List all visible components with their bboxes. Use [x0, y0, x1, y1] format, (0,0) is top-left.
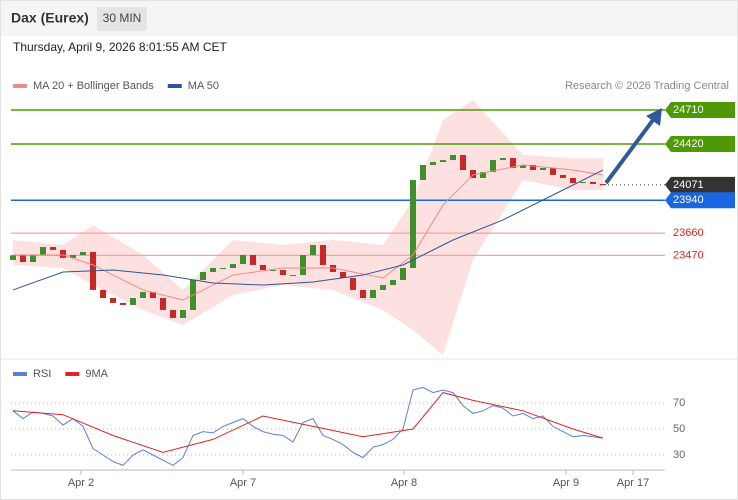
series-line: [12, 392, 604, 453]
price-level-box: [665, 192, 735, 209]
candle-body: [560, 174, 566, 178]
copyright: Research © 2026 Trading Central: [565, 80, 729, 92]
candle-body: [180, 309, 186, 318]
candle-body: [80, 251, 86, 256]
candle-body: [130, 298, 136, 305]
datetime: Thursday, April 9, 2026 8:01:55 AM CET: [13, 40, 228, 54]
legend-swatch: [65, 372, 80, 376]
price-level-label: 23660: [673, 227, 704, 239]
candle-body: [540, 168, 546, 171]
series-line: [13, 164, 604, 301]
candle-body: [600, 183, 606, 185]
candle-body: [410, 179, 416, 269]
candle-body: [40, 247, 46, 256]
candle-body: [160, 298, 166, 310]
candle-body: [570, 177, 576, 184]
price-level-box: [665, 102, 735, 119]
candle-body: [210, 268, 216, 273]
candle-body: [380, 285, 386, 290]
candle-body: [520, 164, 526, 169]
series-line: [12, 386, 604, 466]
price-level-label: 24420: [673, 138, 704, 150]
candle-body: [510, 158, 516, 169]
price-level-label: 24071: [673, 179, 704, 191]
candle-body: [10, 255, 16, 261]
candle-body: [450, 155, 456, 161]
candle-body: [120, 302, 126, 305]
candle-body: [250, 255, 256, 265]
candle-body: [400, 268, 406, 280]
legend-swatch: [13, 84, 27, 88]
candle-body: [550, 168, 556, 175]
legend-label: 9MA: [85, 368, 108, 380]
price-level-label: 24710: [673, 104, 704, 116]
candle-body: [460, 155, 466, 171]
x-tick-label: Apr 8: [391, 477, 417, 489]
price-level-box: [665, 176, 735, 193]
candle-body: [290, 275, 296, 277]
forecast-arrowhead: [646, 108, 662, 126]
candle-body: [310, 245, 316, 256]
x-tick-label: Apr 7: [230, 477, 256, 489]
price-panel: MA 20 + Bollinger Bands MA 50 Research © 2…: [10, 80, 735, 355]
instrument-title: Dax (Eurex): [11, 10, 89, 26]
timeframe-button[interactable]: [97, 7, 147, 31]
candle-body: [270, 270, 276, 272]
candle-body: [320, 245, 326, 265]
candle-body: [200, 272, 206, 280]
candle-body: [100, 289, 106, 299]
candle-body: [140, 292, 146, 299]
candle-body: [60, 249, 66, 258]
candle-body: [150, 292, 156, 299]
legend-label: MA 20 + Bollinger Bands: [33, 80, 154, 92]
candle-body: [530, 164, 536, 171]
price-level-label: 23940: [673, 194, 704, 206]
candle-body: [500, 158, 506, 161]
y-tick-label: 50: [673, 423, 685, 435]
series-line: [12, 169, 604, 291]
candle-body: [340, 272, 346, 278]
candle-body: [280, 270, 286, 276]
candle-body: [240, 255, 246, 265]
candle-body: [260, 264, 266, 271]
candle-body: [20, 255, 26, 263]
candle-body: [390, 279, 396, 286]
candle-body: [50, 247, 56, 250]
candle-body: [490, 160, 496, 173]
candle-body: [170, 309, 176, 318]
legend-swatch: [167, 84, 182, 88]
candle-body: [350, 277, 356, 290]
candle-body: [230, 264, 236, 269]
candle-body: [420, 164, 426, 180]
y-tick-label: 30: [673, 449, 685, 461]
candle-body: [480, 172, 486, 178]
legend-label: RSI: [33, 368, 51, 380]
candle-body: [590, 181, 596, 184]
price-level-box: [665, 135, 735, 152]
forecast-arrow: [604, 114, 658, 185]
bollinger-band: [13, 100, 603, 355]
rsi-panel: RSI 9MA 30 50 70 Apr 2 Apr 7 Apr 8 Apr 9 Apr 17: [11, 368, 685, 489]
x-tick-label: Apr 17: [617, 477, 649, 489]
candle-body: [580, 181, 586, 184]
x-tick-label: Apr 9: [553, 477, 579, 489]
candle-body: [220, 268, 226, 270]
candle-body: [440, 160, 446, 163]
candle-body: [30, 255, 36, 263]
price-level-label: 23470: [673, 249, 704, 261]
legend-swatch: [13, 372, 27, 376]
candle-body: [360, 289, 366, 299]
candle-body: [300, 255, 306, 276]
candle-body: [430, 162, 436, 165]
legend-label: MA 50: [188, 80, 219, 92]
y-tick-label: 70: [673, 397, 685, 409]
timeframe[interactable]: 30 MIN: [103, 11, 142, 25]
x-tick-label: Apr 2: [68, 477, 94, 489]
candle-body: [110, 298, 116, 303]
candle-body: [70, 255, 76, 258]
candle-body: [470, 170, 476, 178]
candle-body: [370, 289, 376, 299]
